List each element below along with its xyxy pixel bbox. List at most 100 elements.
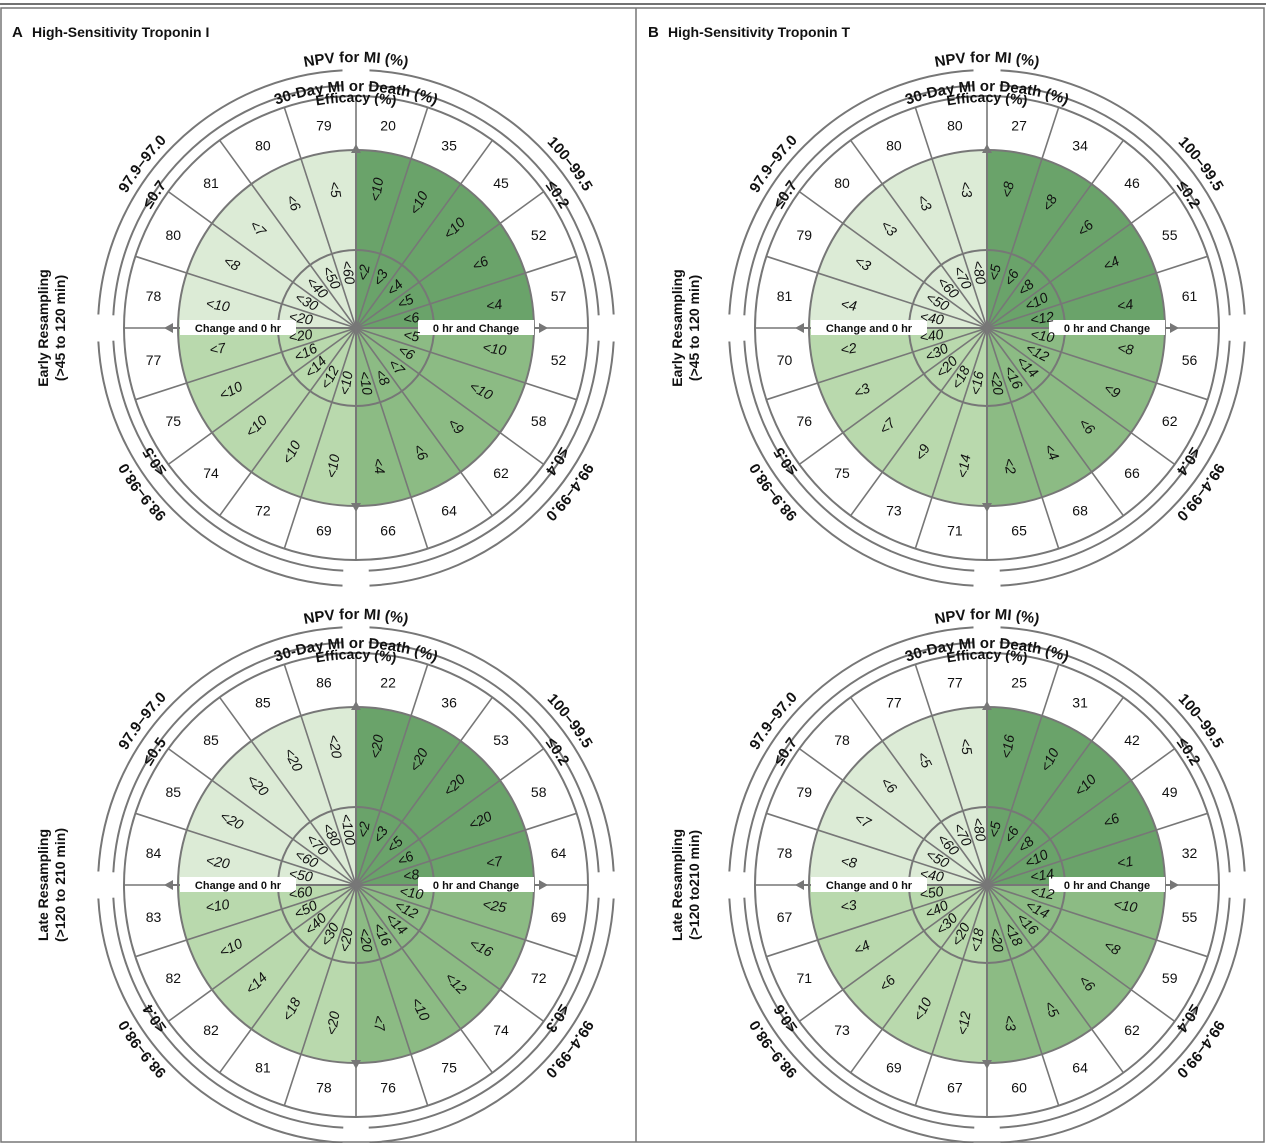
wedge-2 xyxy=(356,740,501,885)
right-label-bg xyxy=(1049,320,1165,335)
efficacy-value-2: 53 xyxy=(493,732,509,748)
spoke-8 xyxy=(355,884,494,1074)
zero-hr-threshold-9: <20 xyxy=(987,370,1007,396)
change-threshold-10: <12 xyxy=(954,1010,974,1036)
efficacy-value-10: 71 xyxy=(947,523,963,539)
efficacy-cell-5 xyxy=(525,328,588,400)
zero-hr-threshold-4: <8 xyxy=(402,866,420,884)
efficacy-cell-10 xyxy=(915,497,987,560)
efficacy-cell-11 xyxy=(850,1029,932,1106)
efficacy-value-10: 69 xyxy=(316,523,332,539)
efficacy-value-6: 72 xyxy=(531,970,547,986)
right-arrow xyxy=(539,323,548,333)
zero-hr-threshold-0: <2 xyxy=(354,263,372,281)
spoke-11 xyxy=(283,327,357,549)
zero-hr-threshold-1: <3 xyxy=(369,267,391,289)
efficacy-value-7: 62 xyxy=(493,465,509,481)
spoke-8 xyxy=(986,884,1125,1074)
death-arc-2 xyxy=(743,897,975,1129)
wedge-3 xyxy=(356,780,526,885)
efficacy-value-8: 64 xyxy=(441,503,457,519)
change-threshold-6: <8 xyxy=(1102,937,1124,959)
change-threshold-10: <20 xyxy=(323,1010,343,1036)
wedge-1 xyxy=(356,158,461,328)
efficacy-value-6: 59 xyxy=(1162,970,1178,986)
panel-b-letter: B xyxy=(648,24,659,41)
efficacy-value-5: 56 xyxy=(1182,352,1198,368)
efficacy-value-14: 83 xyxy=(146,909,162,925)
efficacy-cell-18 xyxy=(219,664,301,741)
efficacy-value-5: 55 xyxy=(1182,909,1198,925)
npv-title: NPV for MI (%) xyxy=(933,49,1040,71)
death-arc-0 xyxy=(999,641,1231,873)
change-threshold-5: <25 xyxy=(482,896,508,916)
death-arc-0 xyxy=(368,641,600,873)
efficacy-cell-15 xyxy=(124,813,187,885)
efficacy-value-16: 79 xyxy=(797,227,813,243)
wedge-6 xyxy=(356,885,526,990)
efficacy-value-6: 58 xyxy=(531,413,547,429)
wedge-3 xyxy=(356,223,526,328)
zero-hr-threshold-9: <20 xyxy=(987,927,1007,953)
efficacy-value-15: 84 xyxy=(146,845,162,861)
efficacy-cell-19 xyxy=(284,96,356,159)
efficacy-cell-4 xyxy=(525,813,588,885)
efficacy-cell-8 xyxy=(1042,1029,1124,1106)
spoke-9 xyxy=(355,327,429,549)
npv-arc-0 xyxy=(1000,626,1246,872)
spoke-2 xyxy=(986,139,1125,329)
change-threshold-5: <10 xyxy=(1113,896,1139,916)
zero-hr-threshold-15: <40 xyxy=(919,308,945,328)
svg-text:(>45 to 120 min): (>45 to 120 min) xyxy=(686,275,702,381)
spoke-18 xyxy=(849,139,988,329)
wedge-17 xyxy=(211,740,356,885)
efficacy-value-16: 79 xyxy=(797,784,813,800)
svg-text:Late Resampling: Late Resampling xyxy=(669,829,685,941)
axis-label-left: Change and 0 hr xyxy=(826,880,913,892)
efficacy-value-18: 80 xyxy=(255,137,271,153)
efficacy-cell-3 xyxy=(1131,191,1208,273)
down-arrow xyxy=(351,503,361,512)
wedge-2 xyxy=(356,183,501,328)
change-threshold-9: <3 xyxy=(1001,1014,1019,1032)
efficacy-value-3: 49 xyxy=(1162,784,1178,800)
spoke-3 xyxy=(986,190,1176,329)
efficacy-cell-19 xyxy=(284,653,356,716)
efficacy-value-12: 75 xyxy=(834,465,850,481)
change-threshold-18: <5 xyxy=(914,749,936,771)
change-threshold-15: <20 xyxy=(205,852,231,872)
efficacy-title: Efficacy (%) xyxy=(314,89,397,108)
efficacy-value-8: 75 xyxy=(441,1060,457,1076)
change-threshold-18: <3 xyxy=(914,192,936,214)
efficacy-value-8: 64 xyxy=(1072,1060,1088,1076)
row-label-a-early: Early Resampling (>45 to 120 min) xyxy=(35,269,68,387)
npv-arc-2 xyxy=(97,898,343,1143)
spoke-1 xyxy=(355,107,429,329)
efficacy-cell-10 xyxy=(284,497,356,560)
spoke-12 xyxy=(849,884,988,1074)
efficacy-cell-8 xyxy=(411,1029,493,1106)
efficacy-cell-16 xyxy=(766,748,843,830)
zero-hr-threshold-15: <40 xyxy=(919,865,945,885)
zero-hr-threshold-9: <20 xyxy=(356,927,376,953)
axis-label-right: 0 hr and Change xyxy=(433,880,519,892)
left-label-bg xyxy=(811,320,927,335)
efficacy-cell-7 xyxy=(460,989,544,1073)
efficacy-cell-9 xyxy=(356,497,428,560)
npv-title: NPV for MI (%) xyxy=(302,49,409,71)
death-arc-1 xyxy=(368,340,600,572)
down-arrow xyxy=(982,503,992,512)
efficacy-value-6: 62 xyxy=(1162,413,1178,429)
wedge-3 xyxy=(987,223,1157,328)
efficacy-cell-16 xyxy=(766,191,843,273)
efficacy-title: Efficacy (%) xyxy=(945,646,1028,665)
left-arrow xyxy=(795,880,804,890)
zero-hr-threshold-10: <20 xyxy=(336,927,356,953)
change-threshold-4: <7 xyxy=(485,852,504,870)
efficacy-cell-12 xyxy=(799,989,883,1073)
zero-hr-threshold-5: <10 xyxy=(399,883,425,903)
zero-hr-threshold-4: <6 xyxy=(402,309,420,327)
spoke-19 xyxy=(283,107,357,329)
change-threshold-18: <6 xyxy=(283,192,305,214)
